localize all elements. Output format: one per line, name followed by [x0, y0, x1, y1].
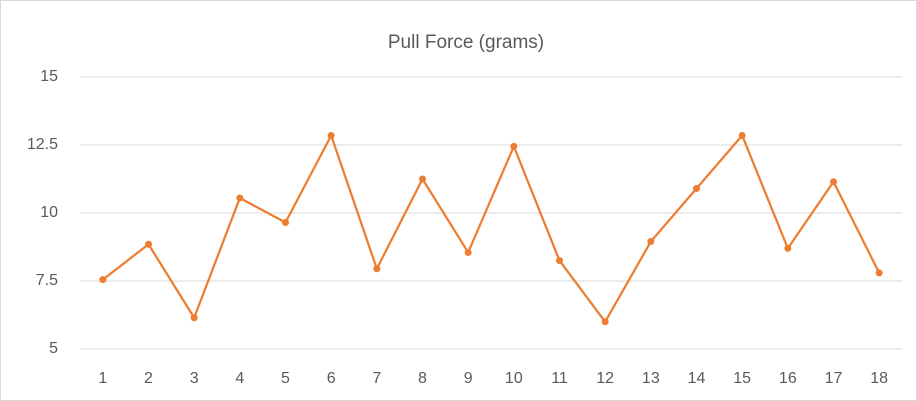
x-tick-label: 8 — [418, 370, 427, 387]
x-tick-label: 17 — [825, 370, 843, 387]
data-point — [145, 240, 152, 248]
y-tick-label: 12.5 — [27, 136, 58, 153]
data-point — [601, 318, 609, 326]
x-tick-label: 4 — [235, 370, 244, 387]
x-tick-label: 7 — [372, 370, 381, 387]
x-tick-label: 14 — [688, 370, 706, 387]
data-point — [236, 194, 244, 202]
data-point — [373, 265, 381, 273]
data-point — [419, 175, 426, 183]
data-point — [464, 248, 472, 256]
data-point — [99, 276, 107, 284]
x-tick-label: 13 — [642, 370, 660, 387]
x-tick-label: 2 — [144, 370, 153, 387]
y-tick-label: 7.5 — [36, 272, 58, 289]
x-tick-label: 11 — [551, 370, 568, 387]
y-tick-label: 10 — [40, 204, 58, 221]
x-tick-label: 3 — [190, 370, 199, 387]
x-tick-label: 9 — [464, 370, 473, 387]
data-point — [693, 185, 700, 193]
y-tick-label: 15 — [40, 68, 58, 85]
data-point — [282, 219, 289, 227]
x-tick-label: 6 — [327, 370, 336, 387]
data-point — [875, 269, 883, 277]
x-tick-label: 15 — [733, 370, 751, 387]
y-tick-label: 5 — [49, 340, 58, 357]
data-point — [738, 131, 746, 139]
x-tick-label: 5 — [281, 370, 290, 387]
data-point — [327, 131, 335, 139]
data-point — [784, 244, 792, 252]
x-tick-label: 12 — [596, 370, 614, 387]
x-tick-label: 16 — [779, 370, 797, 387]
x-tick-label: 18 — [870, 370, 888, 387]
data-point — [510, 142, 518, 150]
data-point — [830, 178, 837, 186]
x-tick-label: 1 — [98, 370, 107, 387]
data-point — [647, 238, 655, 246]
x-tick-label: 10 — [505, 370, 523, 387]
data-point — [190, 314, 198, 322]
data-line — [102, 134, 881, 323]
data-point — [556, 257, 563, 265]
chart-title: Pull Force (grams) — [388, 32, 544, 53]
